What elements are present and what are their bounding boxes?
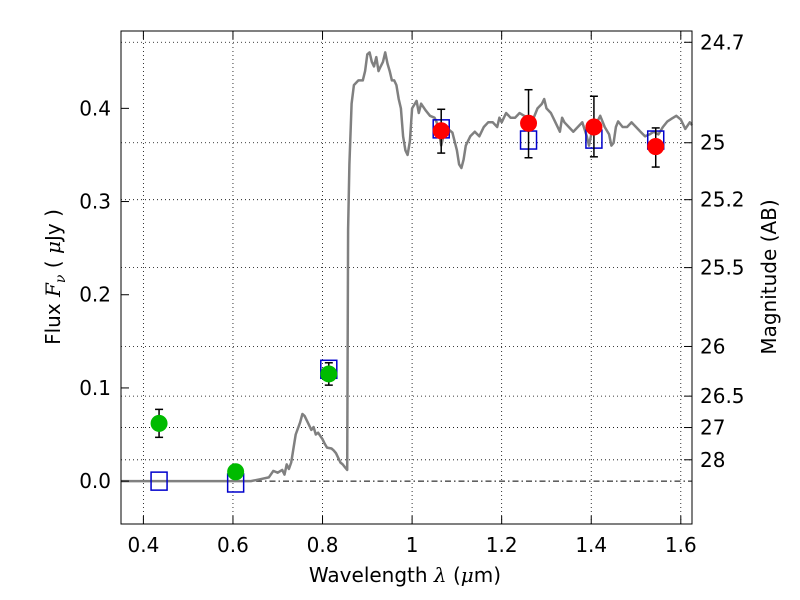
series-2	[432, 88, 665, 168]
y-tick-label-0: 0.0	[79, 469, 111, 493]
data-point-1-0	[150, 414, 168, 432]
y2-tick-label-1: 25	[700, 131, 725, 155]
model-spectrum-line	[121, 51, 693, 483]
y-tick-label-1: 0.1	[79, 376, 111, 400]
y2-tick-label-0: 24.7	[700, 30, 745, 54]
y2-tick-label-6: 27	[700, 416, 725, 440]
plot-frame	[120, 30, 693, 525]
data-point-1-2	[320, 365, 338, 383]
data-point-2-1	[520, 114, 538, 132]
y2-tick-label-7: 28	[700, 448, 725, 472]
y2-tick-label-2: 25.2	[700, 188, 745, 212]
x-tick-label-2: 0.8	[307, 533, 339, 557]
y2-tick-label-5: 26.5	[700, 384, 745, 408]
x-tick-label-4: 1.2	[486, 533, 518, 557]
x-tick-label-0: 0.4	[127, 533, 159, 557]
x-tick-label-5: 1.4	[575, 533, 607, 557]
data-point-2-2	[585, 118, 603, 136]
series-0	[150, 119, 665, 493]
grid-lines	[121, 31, 692, 524]
y2-axis-title: Magnitude (AB)	[757, 199, 781, 354]
x-tick-label-6: 1.6	[665, 533, 697, 557]
photometry-points	[150, 88, 665, 493]
axis-ticks: 0.4 0.6 0.8 1 1.2 1.4 1.6 0.0 0.1 0.2 0.3 0.4 24.7 25…	[79, 30, 744, 557]
data-point-2-0	[432, 122, 450, 140]
series-1	[150, 362, 338, 481]
model-square-0	[150, 471, 168, 491]
data-point-2-3	[647, 138, 665, 156]
y2-tick-label-4: 26	[700, 334, 725, 358]
x-axis-title: Wavelength λ (μm)	[309, 563, 501, 587]
y2-tick-label-3: 25.5	[700, 256, 745, 280]
y-tick-label-4: 0.4	[79, 96, 111, 120]
x-tick-label-3: 1	[406, 533, 419, 557]
y-axis-title: Flux Fν ( μJy )	[41, 209, 69, 345]
data-point-1-1	[227, 463, 245, 481]
y-tick-label-3: 0.3	[79, 190, 111, 214]
x-tick-label-1: 0.6	[217, 533, 249, 557]
y-tick-label-2: 0.2	[79, 283, 111, 307]
